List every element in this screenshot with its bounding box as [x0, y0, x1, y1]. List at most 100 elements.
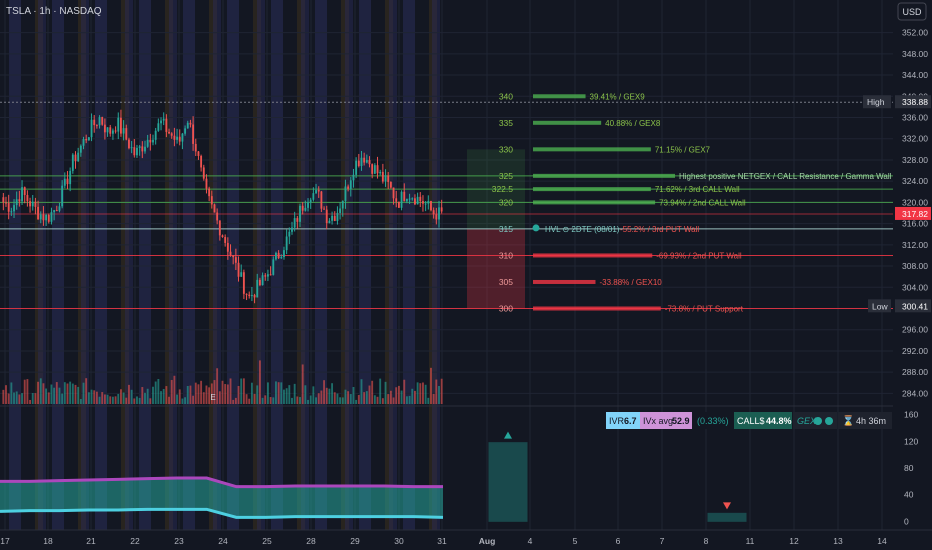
candle-body[interactable]	[344, 186, 347, 201]
candle-body[interactable]	[117, 117, 120, 132]
candle-body[interactable]	[144, 146, 146, 152]
candle-body[interactable]	[37, 206, 40, 220]
candle-body[interactable]	[202, 167, 205, 179]
candle-body[interactable]	[173, 135, 176, 140]
candle-body[interactable]	[360, 157, 363, 167]
candle-body[interactable]	[424, 203, 427, 205]
candle-body[interactable]	[365, 159, 368, 163]
candle-body[interactable]	[242, 272, 245, 294]
time-axis[interactable]: 17 18 21 22 23 24 25 28 29 30 31 Aug 4 5 6 7 8 11 12 13 14	[0, 529, 932, 550]
candle-body[interactable]	[106, 127, 109, 133]
candle-body[interactable]	[42, 214, 45, 221]
candle-body[interactable]	[277, 252, 280, 259]
candle-body[interactable]	[355, 160, 358, 175]
candle-body[interactable]	[333, 215, 336, 221]
candle-body[interactable]	[232, 255, 235, 258]
candle-body[interactable]	[264, 275, 267, 277]
candle-body[interactable]	[416, 196, 419, 205]
candle-body[interactable]	[352, 174, 355, 181]
candle-body[interactable]	[408, 198, 411, 200]
candle-body[interactable]	[165, 118, 168, 132]
price-axis[interactable]: 352.00348.00344.00340.00336.00332.00328.…	[863, 0, 932, 530]
candle-body[interactable]	[109, 127, 112, 134]
candle-body[interactable]	[98, 117, 101, 126]
candle-body[interactable]	[427, 200, 430, 204]
candle-body[interactable]	[186, 122, 189, 129]
currency-button[interactable]	[897, 2, 927, 21]
candle-body[interactable]	[15, 199, 18, 206]
candle-body[interactable]	[2, 197, 5, 203]
candle-body[interactable]	[210, 196, 213, 205]
candle-body[interactable]	[275, 252, 277, 260]
candle-body[interactable]	[125, 128, 128, 140]
candle-body[interactable]	[400, 191, 403, 208]
candle-body[interactable]	[152, 139, 154, 143]
candle-body[interactable]	[320, 191, 323, 209]
candle-body[interactable]	[31, 201, 34, 207]
candle-body[interactable]	[146, 139, 149, 147]
candle-body[interactable]	[168, 131, 170, 134]
candle-body[interactable]	[395, 198, 398, 202]
candle-body[interactable]	[45, 214, 48, 221]
candle-body[interactable]	[29, 201, 31, 207]
candle-body[interactable]	[248, 294, 251, 297]
candle-body[interactable]	[95, 125, 98, 127]
candle-body[interactable]	[55, 210, 58, 212]
candle-body[interactable]	[256, 279, 259, 298]
candle-body[interactable]	[357, 160, 360, 167]
candle-body[interactable]	[79, 145, 82, 153]
candle-body[interactable]	[141, 146, 144, 152]
candle-body[interactable]	[373, 165, 376, 174]
candle-body[interactable]	[267, 274, 269, 277]
candle-body[interactable]	[160, 120, 162, 124]
candle-body[interactable]	[440, 207, 443, 212]
candle-body[interactable]	[205, 178, 208, 189]
candle-body[interactable]	[419, 196, 422, 202]
candle-body[interactable]	[85, 138, 88, 141]
candle-body[interactable]	[39, 214, 42, 220]
candle-body[interactable]	[213, 204, 216, 213]
candle-body[interactable]	[339, 208, 342, 213]
candle-body[interactable]	[285, 236, 288, 251]
candle-body[interactable]	[224, 237, 227, 243]
candle-body[interactable]	[392, 187, 395, 199]
candle-body[interactable]	[47, 214, 50, 222]
candle-body[interactable]	[347, 186, 350, 189]
candle-body[interactable]	[53, 210, 56, 213]
candle-body[interactable]	[299, 205, 301, 222]
candle-body[interactable]	[315, 190, 317, 194]
candle-body[interactable]	[74, 154, 77, 162]
candle-body[interactable]	[103, 124, 106, 133]
candle-body[interactable]	[133, 147, 136, 156]
candle-body[interactable]	[312, 193, 315, 200]
candle-body[interactable]	[221, 235, 224, 238]
candle-body[interactable]	[136, 147, 138, 156]
candle-body[interactable]	[269, 274, 272, 276]
candle-body[interactable]	[307, 202, 309, 208]
candle-body[interactable]	[189, 122, 192, 125]
candle-body[interactable]	[162, 118, 165, 121]
candle-body[interactable]	[176, 136, 178, 140]
candle-body[interactable]	[432, 210, 435, 215]
candle-body[interactable]	[403, 191, 406, 202]
candle-body[interactable]	[430, 200, 432, 211]
candle-body[interactable]	[26, 195, 29, 202]
candle-body[interactable]	[379, 171, 382, 174]
candle-body[interactable]	[258, 279, 261, 286]
candle-body[interactable]	[384, 175, 387, 182]
candle-body[interactable]	[34, 201, 37, 207]
candlesticks[interactable]	[2, 109, 443, 304]
candle-body[interactable]	[331, 215, 334, 221]
candle-body[interactable]	[200, 155, 203, 168]
candle-body[interactable]	[397, 201, 400, 208]
candle-body[interactable]	[101, 117, 104, 125]
candle-body[interactable]	[234, 257, 237, 263]
candle-body[interactable]	[50, 212, 53, 222]
candle-body[interactable]	[438, 207, 440, 220]
candle-body[interactable]	[5, 202, 7, 204]
candle-body[interactable]	[309, 199, 312, 203]
candle-body[interactable]	[66, 178, 69, 185]
candle-body[interactable]	[58, 206, 61, 211]
candle-body[interactable]	[178, 136, 181, 142]
candle-body[interactable]	[422, 201, 424, 204]
